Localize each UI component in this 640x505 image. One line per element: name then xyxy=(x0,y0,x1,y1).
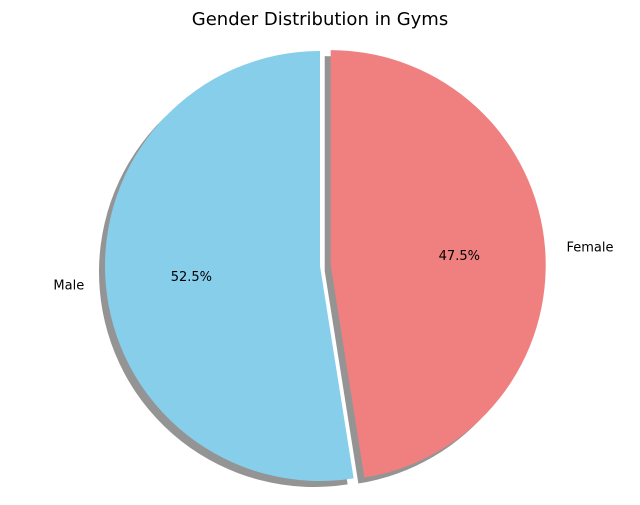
slice-label-male: Male xyxy=(53,279,84,294)
slice-label-female: Female xyxy=(566,241,613,256)
slice-layer xyxy=(104,50,546,482)
pie-slice-male xyxy=(104,51,354,482)
slice-percent-female: 47.5% xyxy=(439,249,480,264)
pie-slice-female xyxy=(330,50,546,478)
slice-percent-male: 52.5% xyxy=(171,270,212,285)
label-layer: Male 52.5% Female 47.5% xyxy=(53,241,613,294)
chart-title: Gender Distribution in Gyms xyxy=(192,9,448,30)
